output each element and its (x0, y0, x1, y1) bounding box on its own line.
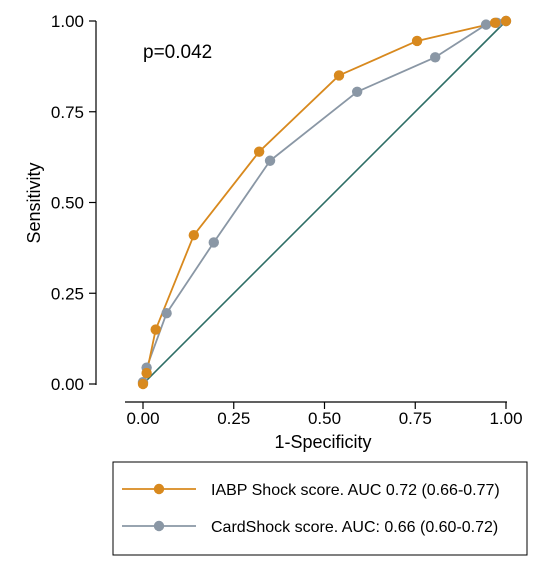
legend-entry-label: CardShock score. AUC: 0.66 (0.60-0.72) (211, 519, 498, 536)
legend: IABP Shock score. AUC 0.72 (0.66-0.77) Ca… (112, 461, 528, 556)
series-0-point (137, 378, 149, 390)
series-1-point (430, 52, 441, 63)
series-1-point (161, 308, 172, 319)
x-tick-label: 0.00 (126, 409, 159, 428)
series-0-point (188, 229, 200, 241)
y-tick-label: 0.75 (51, 103, 84, 122)
y-tick-label: 0.50 (51, 194, 84, 213)
x-axis-title: 1-Specificity (274, 432, 371, 452)
series-0-point (141, 367, 152, 379)
series-1-point (208, 237, 219, 248)
series-0-point (333, 70, 345, 81)
y-tick-label: 0.00 (51, 375, 84, 394)
series-0-point (253, 146, 265, 157)
legend-box (112, 461, 528, 556)
x-tick-label: 0.75 (399, 409, 432, 428)
plot-area: 0.00 0.25 0.50 0.75 1.00 0.00 0.25 0.50 0.75 1.00 (51, 12, 523, 428)
series-0-point (500, 15, 512, 27)
x-tick-label: 0.50 (308, 409, 341, 428)
series-1-point (351, 86, 363, 97)
y-tick-label: 0.25 (51, 284, 84, 303)
x-tick-label: 1.00 (489, 409, 522, 428)
legend-swatch-marker (153, 520, 165, 532)
series-1-point (264, 155, 276, 166)
series-0-point (489, 17, 501, 29)
x-tick-label: 0.25 (217, 409, 250, 428)
reference-diagonal-line (142, 20, 507, 385)
series-1-point (480, 19, 492, 30)
series-0-point (411, 35, 423, 47)
series-0-point (150, 324, 161, 335)
legend-swatch-marker (153, 483, 165, 495)
p-value-annotation: p=0.042 (143, 42, 212, 63)
legend-entry-label: IABP Shock score. AUC 0.72 (0.66-0.77) (211, 482, 500, 499)
y-tick-label: 1.00 (51, 12, 84, 31)
y-axis-title: Sensitivity (24, 162, 44, 243)
